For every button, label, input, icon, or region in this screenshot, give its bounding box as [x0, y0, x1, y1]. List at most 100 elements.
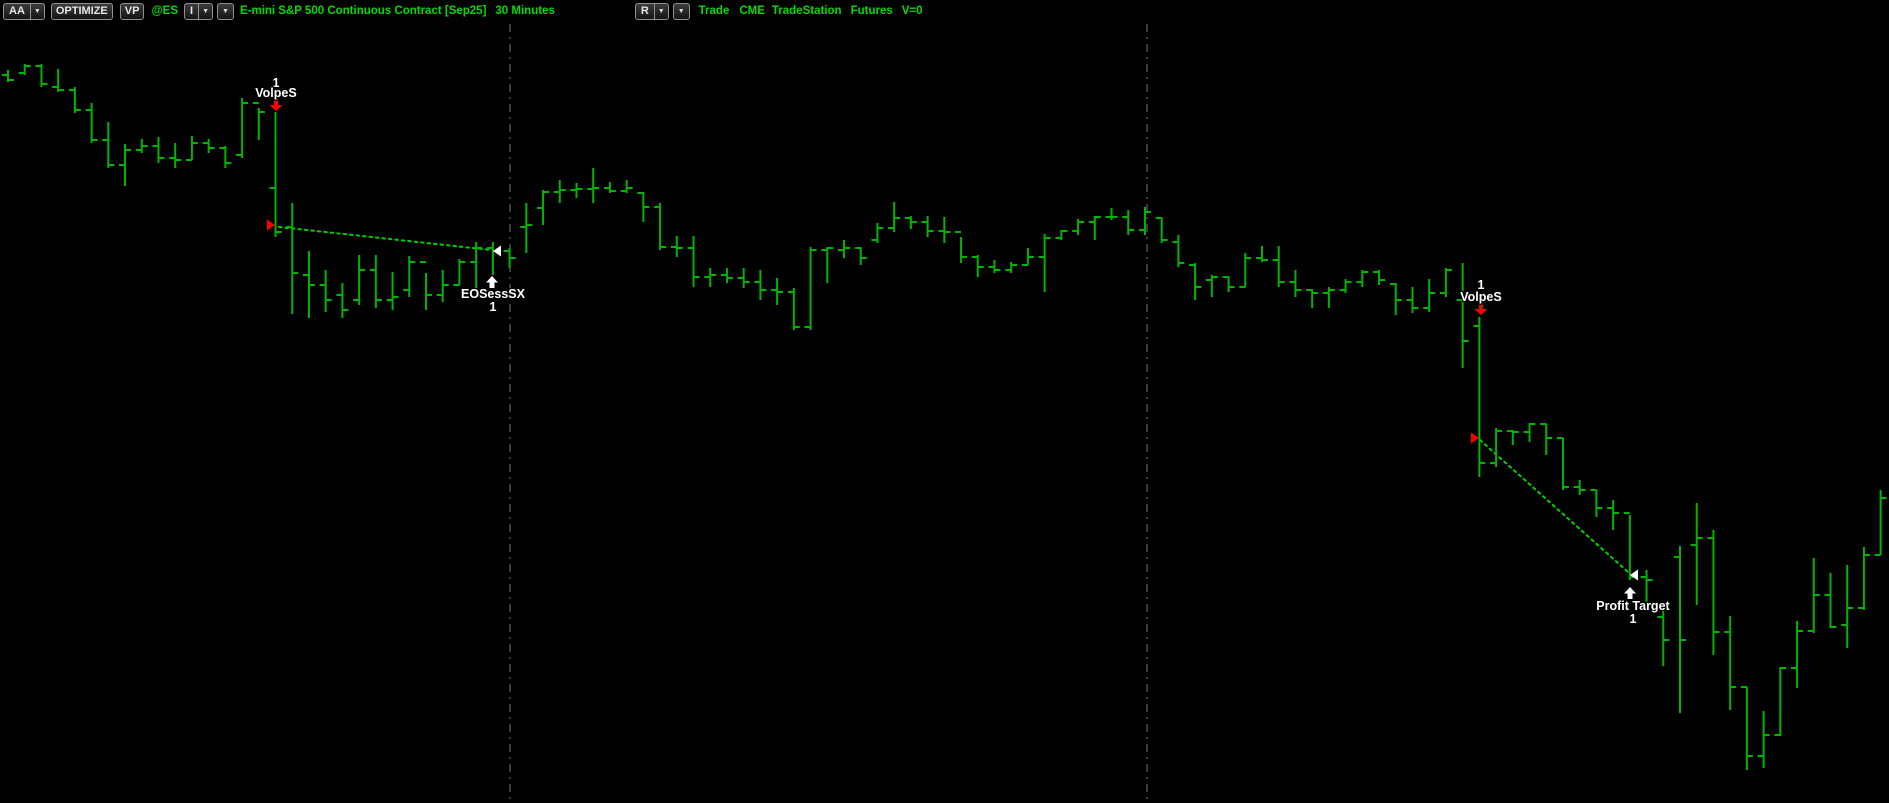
exit-up-arrow-icon	[486, 276, 498, 288]
ohlc-bar	[1874, 490, 1887, 556]
trade-trail-line	[1479, 439, 1629, 573]
ohlc-bar	[286, 203, 299, 314]
ohlc-bar	[620, 180, 633, 193]
ohlc-bar	[1322, 287, 1335, 308]
ohlc-bar	[1038, 234, 1051, 292]
status-exchange: CME	[739, 5, 765, 17]
ohlc-bar	[1490, 428, 1503, 467]
ohlc-bar	[1740, 686, 1753, 770]
vp-button[interactable]: VP	[119, 2, 145, 20]
ohlc-bar	[353, 255, 366, 305]
ohlc-bar	[921, 216, 934, 237]
ohlc-bar	[704, 268, 717, 287]
r-dropdown-arrow-icon[interactable]: ▼	[653, 3, 668, 19]
exit-name-label: Profit Target	[1596, 599, 1670, 613]
ohlc-bar	[1824, 573, 1837, 628]
signal-name-label: VolpeS	[1460, 290, 1501, 304]
ohlc-bar	[369, 255, 382, 308]
ohlc-bar	[771, 278, 784, 305]
r-dropdown-button[interactable]: R ▼	[634, 2, 669, 20]
status-trade: Trade	[698, 5, 730, 17]
ohlc-bar	[838, 240, 850, 258]
ohlc-bar	[1540, 423, 1553, 455]
ohlc-bar	[821, 247, 834, 283]
ohlc-bar	[1556, 437, 1569, 490]
ohlc-bar	[570, 183, 583, 198]
ohlc-bar	[587, 168, 600, 203]
aa-button[interactable]: AA ▼	[3, 2, 45, 20]
ohlc-bar	[603, 182, 616, 193]
ohlc-bar	[319, 270, 332, 312]
entry-marker-icon	[267, 219, 275, 231]
ohlc-bar	[1423, 279, 1436, 312]
ohlc-bar	[35, 64, 48, 87]
ohlc-bar	[988, 260, 1001, 273]
aa-button-label[interactable]: AA	[9, 4, 25, 17]
ohlc-bar	[1439, 268, 1452, 297]
ohlc-bar	[1724, 616, 1737, 710]
ohlc-bar	[1356, 270, 1369, 287]
ohlc-bar	[553, 180, 566, 203]
ohlc-bar	[787, 288, 800, 330]
exit-qty-label: 1	[490, 300, 497, 314]
ohlc-bar	[403, 256, 416, 297]
ohlc-bar	[1256, 246, 1268, 262]
ohlc-bar	[252, 102, 265, 140]
ohlc-bar	[1005, 262, 1018, 273]
ohlc-bar	[737, 268, 750, 288]
ohlc-bar	[1757, 711, 1770, 768]
ohlc-bar	[971, 255, 984, 277]
chart-dropdown-arrow-icon[interactable]: ▼	[677, 7, 685, 15]
ohlc-bar	[219, 146, 232, 168]
ohlc-bar	[1222, 276, 1235, 292]
aa-dropdown-arrow-icon[interactable]: ▼	[29, 3, 44, 19]
signal-qty-label: 1	[1478, 278, 1485, 292]
optimize-button[interactable]: OPTIMIZE	[50, 2, 113, 20]
ohlc-bar	[938, 217, 951, 243]
ohlc-bar	[1172, 235, 1185, 267]
ohlc-bar	[470, 242, 483, 288]
ohlc-bar	[436, 270, 449, 302]
status-category: Futures	[850, 5, 893, 17]
ohlc-bar	[1389, 283, 1402, 315]
ohlc-bar	[754, 270, 767, 300]
dropdown-arrow-icon[interactable]: ▼	[222, 7, 229, 15]
ohlc-bar	[85, 103, 98, 143]
dropdown-button[interactable]: ▼	[217, 2, 234, 20]
ohlc-bar	[1523, 423, 1536, 442]
ohlc-bar	[503, 248, 516, 268]
ohlc-bar	[2, 70, 14, 82]
signal-name-label: VolpeS	[255, 86, 296, 100]
ohlc-bar	[1857, 547, 1870, 610]
ohlc-bar	[152, 137, 165, 163]
contract-description: E-mini S&P 500 Continuous Contract [Sep2…	[239, 5, 487, 17]
trade-trail-line	[278, 226, 492, 251]
ohlc-bar	[202, 139, 215, 153]
status-platform: TradeStation	[771, 5, 842, 17]
chart-toolbar: AA ▼ OPTIMIZE VP @ES I ▼ ▼ E-mini S&P 50…	[0, 0, 1889, 22]
ohlc-bar	[1122, 210, 1135, 235]
ohlc-bar	[637, 192, 650, 222]
ohlc-bar	[102, 122, 115, 168]
interval-dropdown-arrow-icon[interactable]: ▼	[198, 3, 212, 19]
status-volume: V=0	[901, 5, 923, 17]
ohlc-bar	[119, 144, 132, 186]
ohlc-bar	[1105, 208, 1118, 220]
sell-signal-arrow-icon	[1474, 300, 1488, 315]
ohlc-bar	[687, 236, 700, 287]
ohlc-bar	[185, 136, 198, 161]
ohlc-bar	[1339, 279, 1352, 293]
sell-signal-arrow-icon	[269, 96, 283, 111]
interval-dropdown-button[interactable]: I ▼	[184, 2, 214, 20]
ohlc-bar	[1774, 667, 1787, 736]
ohlc-bar	[68, 87, 81, 113]
ohlc-bar	[1573, 480, 1586, 495]
ohlc-bar	[1272, 246, 1285, 287]
chart-dropdown-button[interactable]: ▼	[672, 2, 690, 20]
ohlc-bar	[1406, 287, 1419, 313]
ohlc-bar	[1306, 289, 1319, 308]
ohlc-bar	[1138, 207, 1151, 235]
